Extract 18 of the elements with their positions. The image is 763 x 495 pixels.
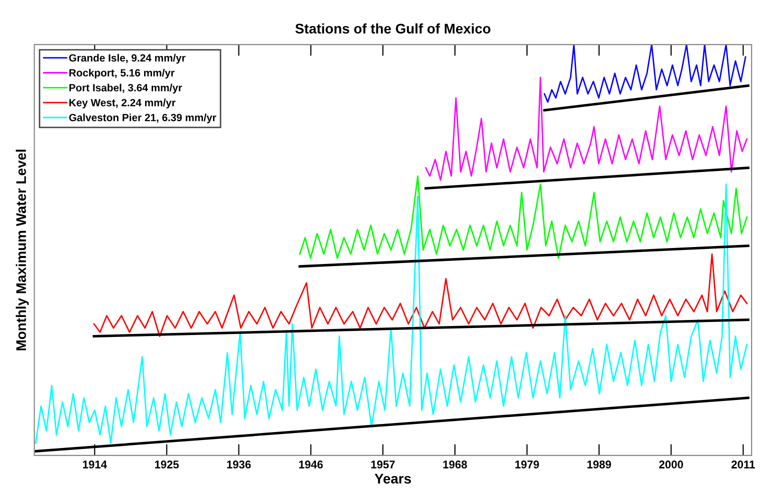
chart-title: Stations of the Gulf of Mexico — [295, 23, 490, 34]
legend-label: Grande Isle, 9.24 mm/yr — [69, 54, 186, 64]
x-tick-label: 2000 — [659, 460, 684, 468]
legend-label: Galveston Pier 21, 6.39 mm/yr — [69, 114, 216, 124]
legend-label: Rockport, 5.16 mm/yr — [69, 68, 174, 79]
x-tick-label: 1968 — [443, 460, 467, 468]
x-tick-label: 2011 — [732, 460, 755, 468]
x-tick-label: 1914 — [83, 460, 107, 468]
x-tick-label: 1936 — [227, 460, 251, 468]
x-tick-label: 1979 — [515, 460, 539, 468]
y-axis-title: Monthly Maximum Water Level — [16, 150, 29, 350]
x-tick-label: 1946 — [299, 460, 323, 468]
x-tick-label: 1989 — [587, 460, 612, 468]
x-axis-title: Years — [374, 474, 411, 484]
legend-label: Port Isabel, 3.64 mm/yr — [69, 84, 182, 94]
x-tick-label: 1925 — [155, 460, 179, 468]
x-tick-label: 1957 — [371, 460, 395, 468]
legend-label: Key West, 2.24 mm/yr — [69, 98, 176, 108]
